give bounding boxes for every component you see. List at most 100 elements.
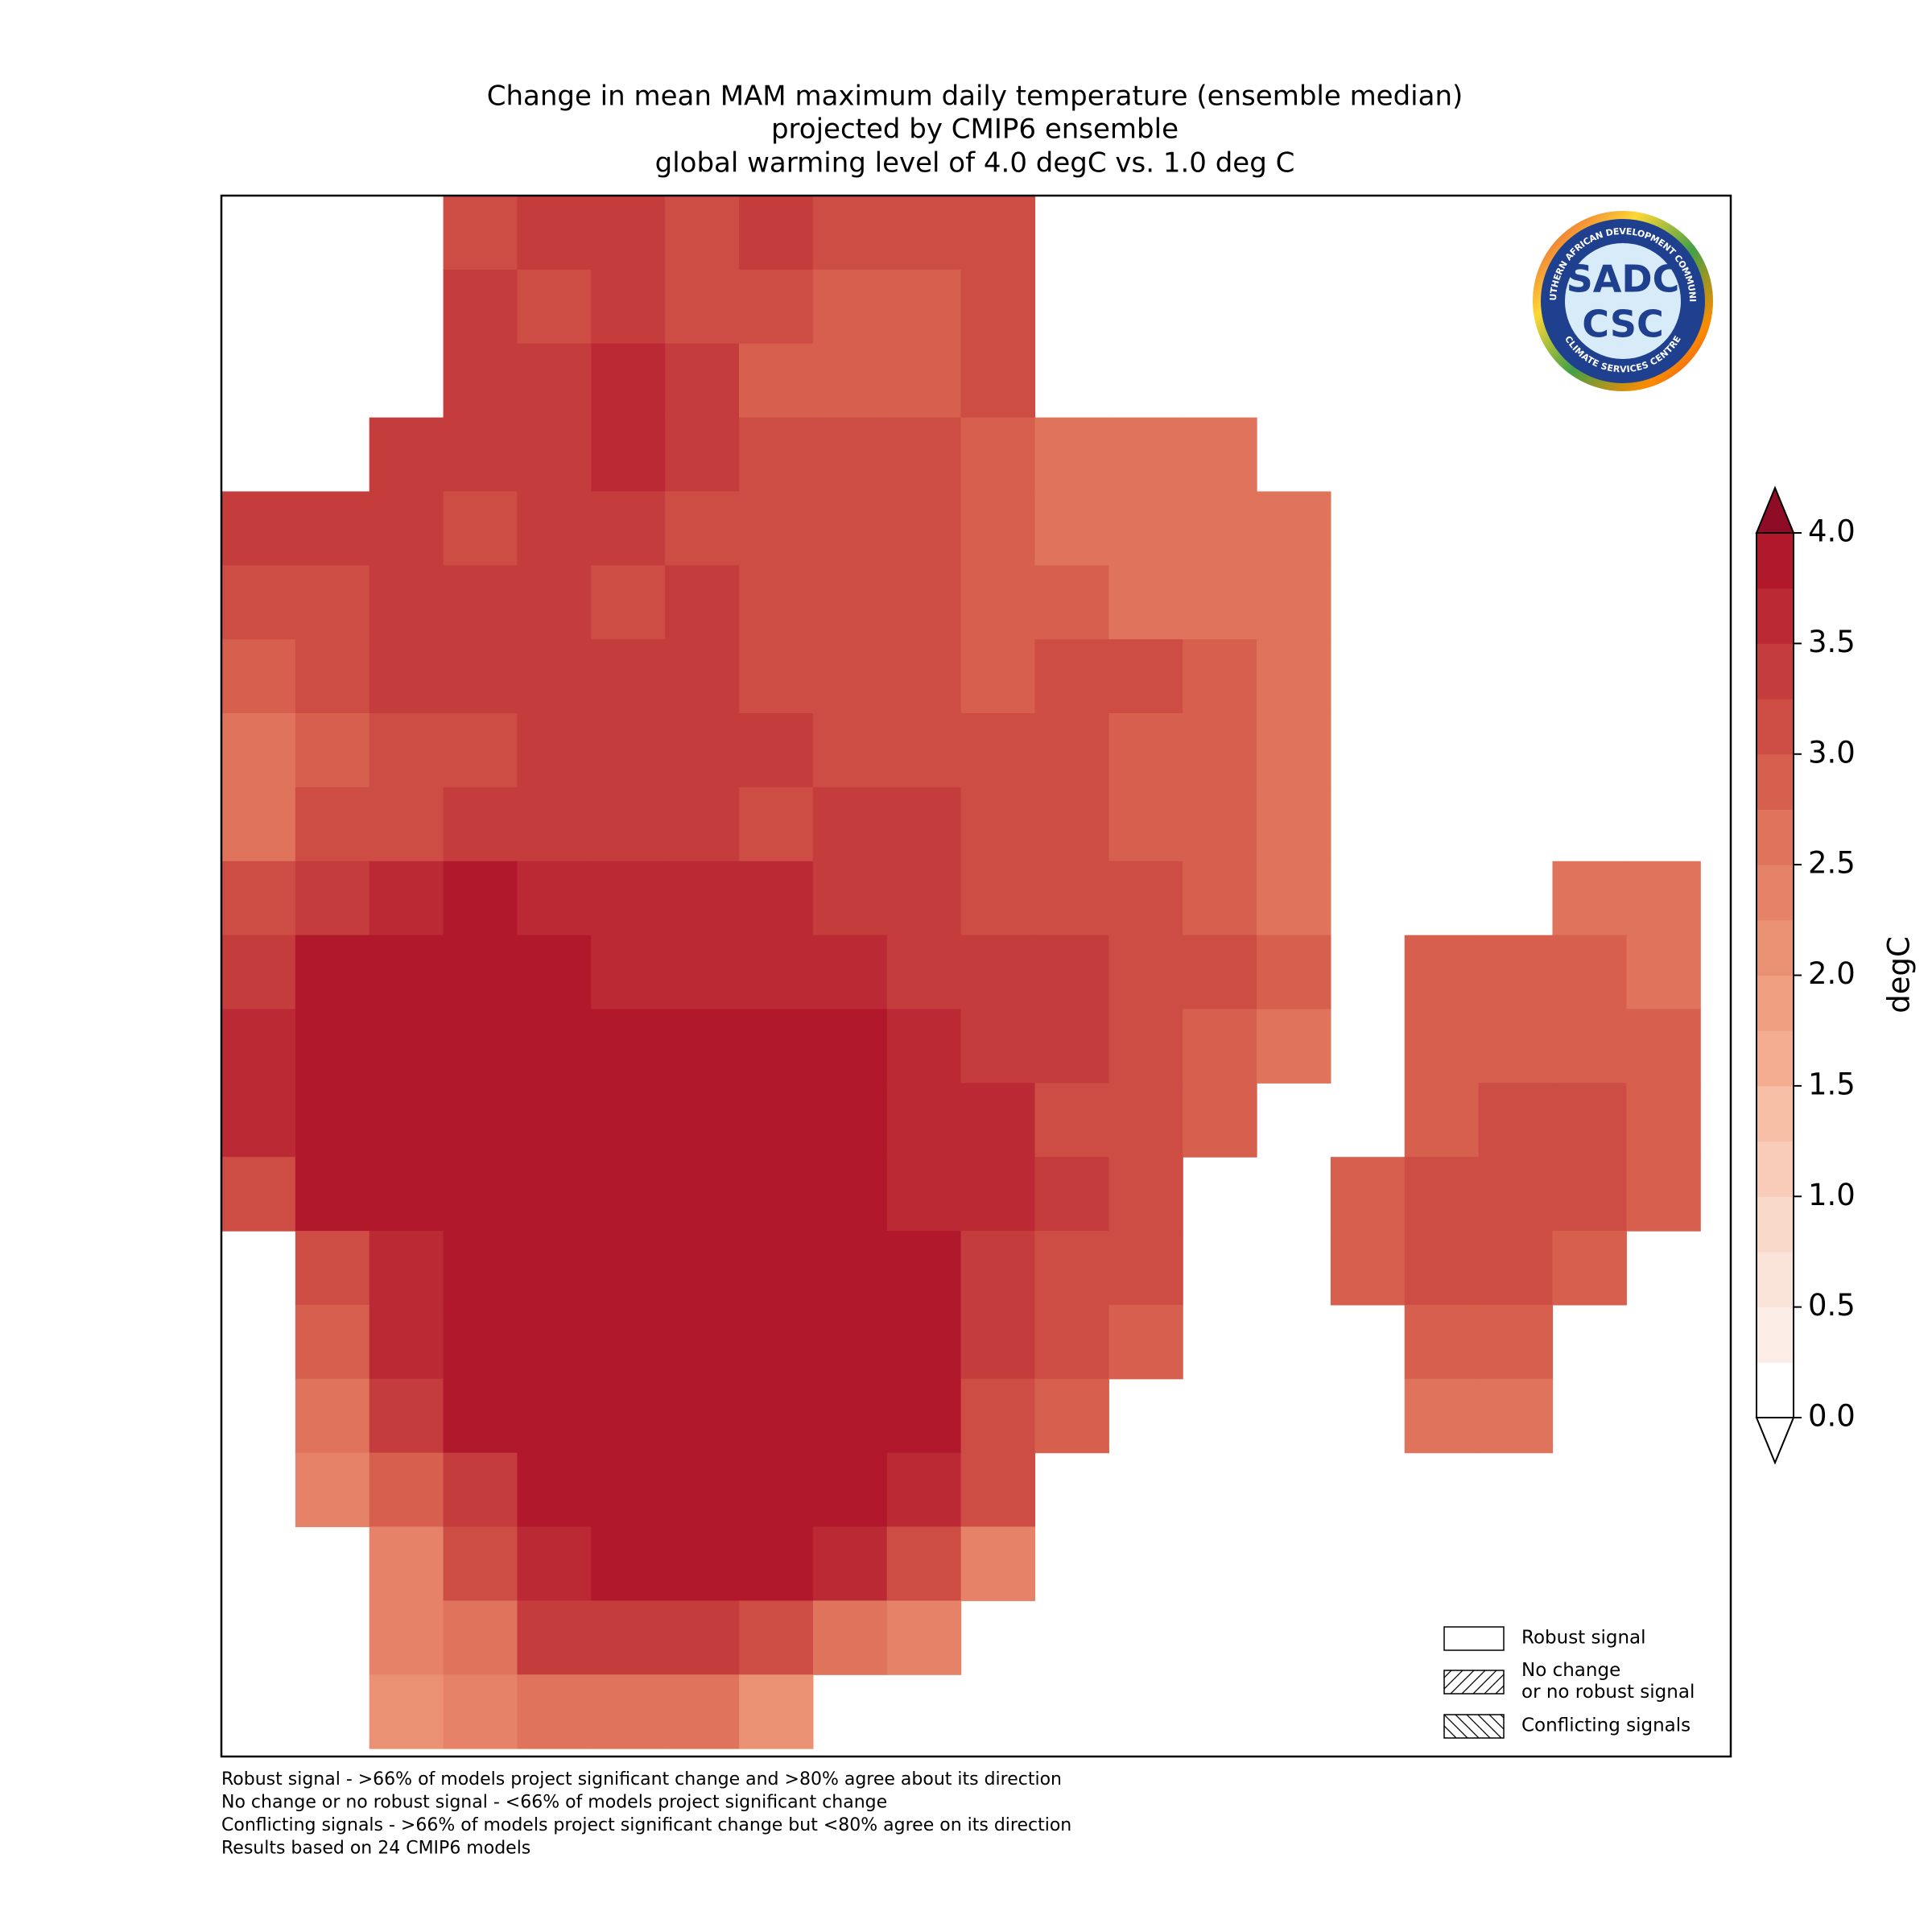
- grid-cell: [517, 1674, 592, 1749]
- grid-cell: [591, 491, 666, 566]
- grid-cell: [665, 491, 740, 566]
- grid-cell: [812, 491, 888, 566]
- colorbar-band: [1757, 643, 1794, 700]
- grid-cell: [1404, 1009, 1480, 1084]
- grid-cell: [812, 417, 888, 493]
- grid-cell: [517, 1378, 592, 1454]
- grid-cell: [1034, 417, 1109, 493]
- grid-cell: [443, 565, 518, 640]
- grid-cell: [960, 935, 1036, 1010]
- grid-cell: [1034, 1083, 1109, 1158]
- grid-cell: [886, 1304, 962, 1380]
- colorbar-band: [1757, 1307, 1794, 1363]
- title-line: Change in mean MAM maximum daily tempera…: [487, 80, 1463, 113]
- grid-cell: [295, 1452, 370, 1528]
- grid-cell: [886, 1083, 962, 1158]
- grid-cell: [665, 1674, 740, 1749]
- grid-cell: [295, 861, 370, 936]
- grid-cell: [1257, 786, 1331, 862]
- grid-cell: [812, 935, 888, 1010]
- grid-cell: [1034, 1157, 1109, 1232]
- grid-cell: [1183, 639, 1257, 714]
- grid-cell: [739, 935, 814, 1010]
- grid-cell: [591, 1231, 666, 1306]
- grid-cell: [1478, 1378, 1554, 1454]
- grid-cell: [591, 269, 666, 345]
- grid-cell: [1478, 1231, 1554, 1306]
- grid-cell: [443, 1674, 518, 1749]
- colorbar-tick-label: 0.0: [1808, 1399, 1856, 1434]
- grid-cell: [665, 269, 740, 345]
- grid-cell: [739, 1452, 814, 1528]
- grid-cell: [1404, 1304, 1480, 1380]
- grid-cell: [960, 1526, 1036, 1601]
- grid-cell: [517, 343, 592, 419]
- grid-cell: [665, 861, 740, 936]
- grid-cell: [886, 491, 962, 566]
- grid-cell: [1183, 1009, 1257, 1084]
- grid-cell: [1330, 1231, 1406, 1306]
- grid-cell: [960, 269, 1036, 345]
- grid-cell: [221, 1157, 296, 1232]
- grid-cell: [812, 1157, 888, 1232]
- grid-cell: [1108, 786, 1183, 862]
- grid-cell: [443, 786, 518, 862]
- grid-cell: [886, 713, 962, 788]
- grid-cell: [369, 565, 444, 640]
- grid-cell: [295, 491, 370, 566]
- grid-cell: [443, 1083, 518, 1158]
- map-grid: [221, 196, 1701, 1749]
- grid-cell: [295, 1378, 370, 1454]
- grid-cell: [221, 1083, 296, 1158]
- grid-cell: [517, 1304, 592, 1380]
- grid-cell: [1034, 1304, 1109, 1380]
- grid-cell: [591, 639, 666, 714]
- grid-cell: [221, 861, 296, 936]
- grid-cell: [443, 269, 518, 345]
- grid-cell: [1257, 861, 1331, 936]
- grid-cell: [960, 786, 1036, 862]
- grid-cell: [960, 1378, 1036, 1454]
- grid-cell: [369, 713, 444, 788]
- grid-cell: [812, 786, 888, 862]
- footnotes: Robust signal - >66% of models project s…: [221, 1769, 1071, 1859]
- colorbar-tick-label: 3.5: [1808, 625, 1856, 659]
- grid-cell: [1108, 1009, 1183, 1084]
- grid-cell: [886, 417, 962, 493]
- grid-cell: [1108, 1083, 1183, 1158]
- grid-cell: [443, 1452, 518, 1528]
- grid-cell: [739, 1083, 814, 1158]
- grid-cell: [295, 1009, 370, 1084]
- grid-cell: [812, 1452, 888, 1528]
- map-frame: [220, 194, 1732, 1758]
- grid-cell: [1183, 786, 1257, 862]
- grid-cell: [1034, 639, 1109, 714]
- grid-cell: [1552, 1157, 1627, 1232]
- grid-cell: [812, 713, 888, 788]
- grid-cell: [1257, 639, 1331, 714]
- logo-sadc: SADC: [1567, 258, 1680, 301]
- footnote: Conflicting signals - >66% of models pro…: [221, 1815, 1071, 1835]
- grid-cell: [1552, 1083, 1627, 1158]
- grid-cell: [886, 786, 962, 862]
- grid-cell: [739, 861, 814, 936]
- grid-cell: [1552, 1231, 1627, 1306]
- grid-cell: [960, 861, 1036, 936]
- legend-label: Conflicting signals: [1521, 1715, 1690, 1736]
- grid-cell: [591, 1304, 666, 1380]
- grid-cell: [1183, 861, 1257, 936]
- grid-cell: [886, 861, 962, 936]
- grid-cell: [369, 1083, 444, 1158]
- grid-cell: [443, 1304, 518, 1380]
- grid-cell: [591, 343, 666, 419]
- grid-cell: [369, 491, 444, 566]
- grid-cell: [1108, 491, 1183, 566]
- colorbar-band: [1757, 1362, 1794, 1418]
- grid-cell: [295, 639, 370, 714]
- legend-label: Robust signal: [1521, 1628, 1646, 1649]
- grid-cell: [1552, 861, 1627, 936]
- grid-cell: [960, 417, 1036, 493]
- footnote: No change or no robust signal - <66% of …: [221, 1793, 887, 1813]
- grid-cell: [517, 639, 592, 714]
- colorbar: 0.0 0.5 1.0 1.5 2.0 2.5 3.0 3.5 4.0: [1755, 485, 1856, 1465]
